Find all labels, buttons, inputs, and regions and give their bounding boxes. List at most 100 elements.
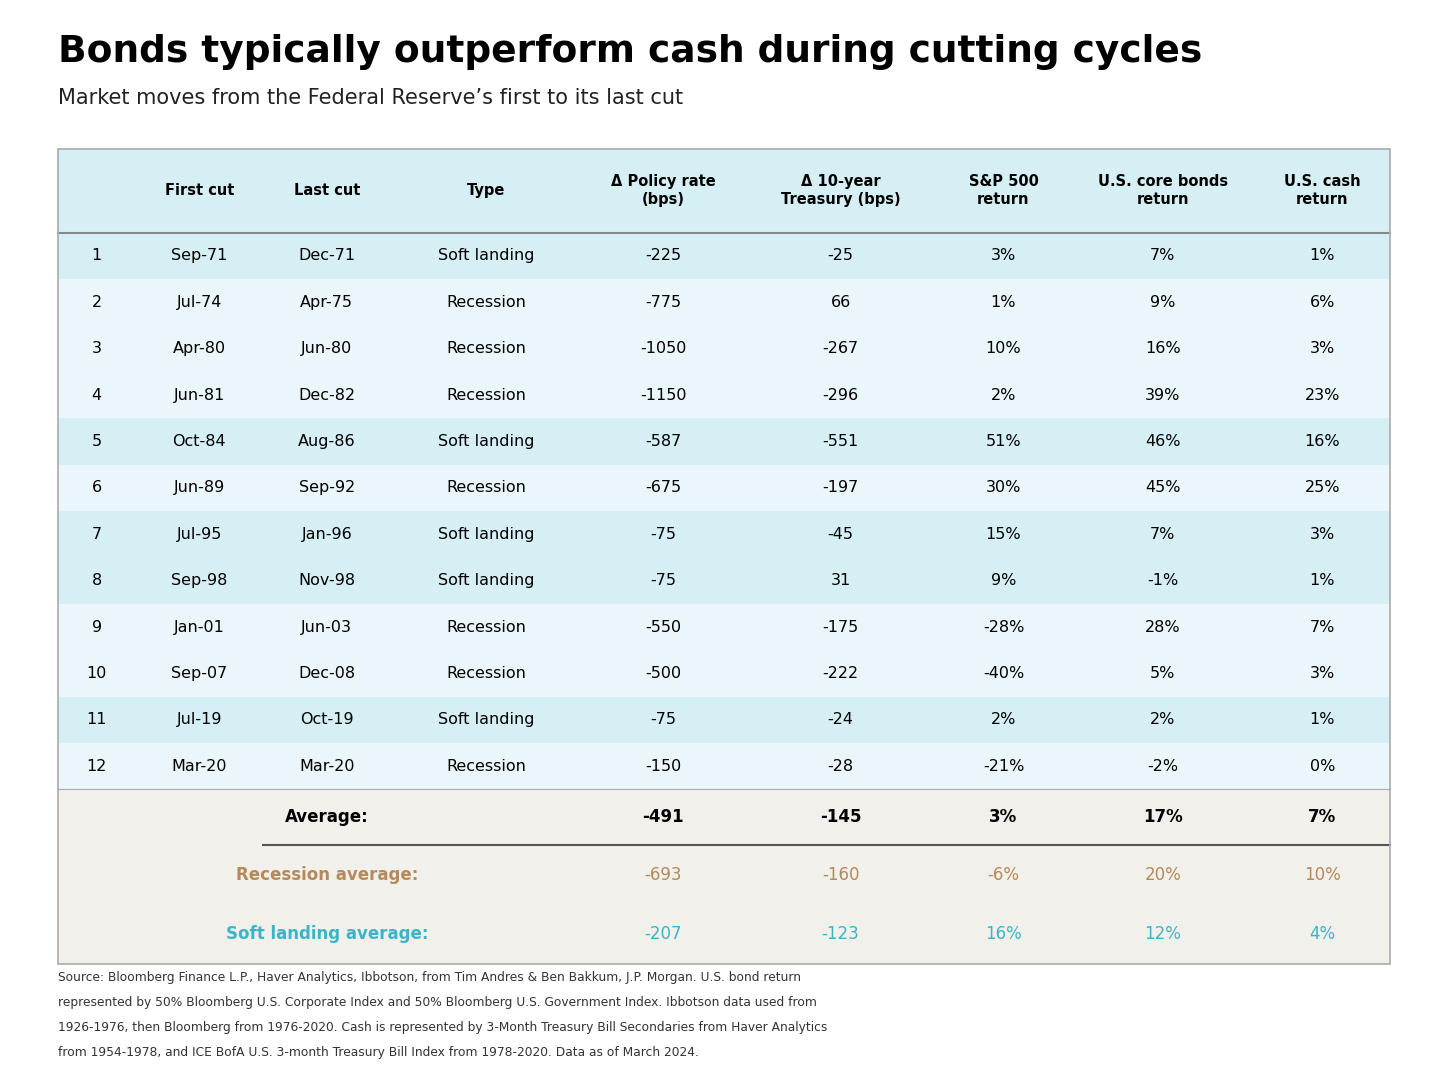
Text: 28%: 28%: [1145, 619, 1181, 634]
Text: 1%: 1%: [991, 295, 1017, 310]
Text: -222: -222: [822, 666, 858, 681]
Text: Jun-03: Jun-03: [301, 619, 353, 634]
Bar: [58, 325, 1390, 372]
Text: Soft landing: Soft landing: [438, 434, 534, 449]
Text: 1%: 1%: [1309, 712, 1335, 727]
Text: 4: 4: [92, 388, 102, 403]
Text: Mar-20: Mar-20: [300, 758, 354, 773]
Text: from 1954-1978, and ICE BofA U.S. 3-month Treasury Bill Index from 1978-2020. Da: from 1954-1978, and ICE BofA U.S. 3-mont…: [58, 1046, 698, 1059]
Bar: [58, 743, 1390, 789]
Text: 7%: 7%: [1151, 249, 1175, 264]
Text: 0%: 0%: [1309, 758, 1335, 773]
Text: S&P 500
return: S&P 500 return: [969, 174, 1038, 207]
Text: Dec-82: Dec-82: [298, 388, 356, 403]
Text: -2%: -2%: [1148, 758, 1178, 773]
Text: -207: -207: [645, 925, 683, 943]
Text: 46%: 46%: [1145, 434, 1181, 449]
Text: Nov-98: Nov-98: [298, 573, 356, 588]
Text: -197: -197: [822, 480, 858, 495]
Bar: [58, 233, 1390, 279]
Text: -1150: -1150: [641, 388, 687, 403]
Text: Market moves from the Federal Reserve’s first to its last cut: Market moves from the Federal Reserve’s …: [58, 88, 683, 109]
Text: Oct-19: Oct-19: [300, 712, 354, 727]
Text: 4%: 4%: [1309, 925, 1335, 943]
Text: 16%: 16%: [1305, 434, 1341, 449]
Bar: [58, 604, 1390, 651]
Text: 31: 31: [831, 573, 851, 588]
Text: -587: -587: [645, 434, 681, 449]
Text: -175: -175: [822, 619, 858, 634]
Text: 1926-1976, then Bloomberg from 1976-2020. Cash is represented by 3-Month Treasur: 1926-1976, then Bloomberg from 1976-2020…: [58, 1021, 827, 1034]
Text: 3%: 3%: [989, 809, 1018, 826]
Text: 8: 8: [92, 573, 102, 588]
Text: 6: 6: [92, 480, 102, 495]
Text: Mar-20: Mar-20: [171, 758, 228, 773]
Text: 1%: 1%: [1309, 249, 1335, 264]
Text: -75: -75: [651, 573, 677, 588]
Text: 5%: 5%: [1151, 666, 1175, 681]
Text: Δ Policy rate
(bps): Δ Policy rate (bps): [611, 174, 716, 207]
Text: 1: 1: [92, 249, 102, 264]
Text: 6%: 6%: [1309, 295, 1335, 310]
Text: 7: 7: [92, 527, 102, 542]
Text: -550: -550: [645, 619, 681, 634]
Text: Dec-71: Dec-71: [298, 249, 356, 264]
Text: Sep-07: Sep-07: [171, 666, 228, 681]
Text: Last cut: Last cut: [294, 183, 360, 198]
Text: 7%: 7%: [1151, 527, 1175, 542]
Text: Dec-08: Dec-08: [298, 666, 356, 681]
Text: U.S. core bonds
return: U.S. core bonds return: [1097, 174, 1228, 207]
Text: -267: -267: [822, 341, 858, 356]
Bar: [58, 651, 1390, 697]
Text: 9%: 9%: [991, 573, 1017, 588]
Text: 9%: 9%: [1151, 295, 1175, 310]
Text: Sep-98: Sep-98: [171, 573, 228, 588]
Text: -75: -75: [651, 527, 677, 542]
Text: -775: -775: [645, 295, 681, 310]
Text: -6%: -6%: [988, 866, 1020, 884]
Text: 7%: 7%: [1309, 619, 1335, 634]
Text: Jan-01: Jan-01: [174, 619, 225, 634]
Text: Type: Type: [467, 183, 505, 198]
Text: -693: -693: [645, 866, 683, 884]
Text: 3%: 3%: [991, 249, 1017, 264]
Text: Jun-80: Jun-80: [301, 341, 353, 356]
Text: 10%: 10%: [1303, 866, 1341, 884]
Text: represented by 50% Bloomberg U.S. Corporate Index and 50% Bloomberg U.S. Governm: represented by 50% Bloomberg U.S. Corpor…: [58, 996, 816, 1009]
Text: -150: -150: [645, 758, 681, 773]
Text: 16%: 16%: [1145, 341, 1181, 356]
Text: 3%: 3%: [1309, 341, 1335, 356]
Text: Jul-74: Jul-74: [177, 295, 222, 310]
Bar: [58, 510, 1390, 558]
Text: -145: -145: [819, 809, 861, 826]
Text: 20%: 20%: [1145, 866, 1181, 884]
Text: -28: -28: [828, 758, 854, 773]
Text: 1%: 1%: [1309, 573, 1335, 588]
Text: -28%: -28%: [982, 619, 1024, 634]
Text: Apr-75: Apr-75: [301, 295, 353, 310]
Text: Soft landing: Soft landing: [438, 249, 534, 264]
Text: Bonds typically outperform cash during cutting cycles: Bonds typically outperform cash during c…: [58, 34, 1202, 70]
Text: -40%: -40%: [984, 666, 1024, 681]
Text: -551: -551: [822, 434, 858, 449]
Text: Oct-84: Oct-84: [173, 434, 226, 449]
Text: 39%: 39%: [1145, 388, 1181, 403]
Text: -491: -491: [642, 809, 684, 826]
Text: 3: 3: [92, 341, 102, 356]
Text: -500: -500: [645, 666, 681, 681]
Text: Source: Bloomberg Finance L.P., Haver Analytics, Ibbotson, from Tim Andres & Ben: Source: Bloomberg Finance L.P., Haver An…: [58, 971, 801, 984]
Text: -1050: -1050: [641, 341, 687, 356]
Text: Jun-81: Jun-81: [174, 388, 225, 403]
Bar: [58, 558, 1390, 604]
Text: 12: 12: [86, 758, 107, 773]
Text: -45: -45: [828, 527, 854, 542]
Text: -160: -160: [822, 866, 860, 884]
Text: 17%: 17%: [1143, 809, 1182, 826]
Bar: [58, 789, 1390, 964]
Text: Average:: Average:: [285, 809, 369, 826]
Bar: [58, 697, 1390, 743]
Text: Jan-96: Jan-96: [301, 527, 353, 542]
Text: Sep-92: Sep-92: [298, 480, 354, 495]
Text: 16%: 16%: [985, 925, 1022, 943]
Text: 11: 11: [86, 712, 107, 727]
